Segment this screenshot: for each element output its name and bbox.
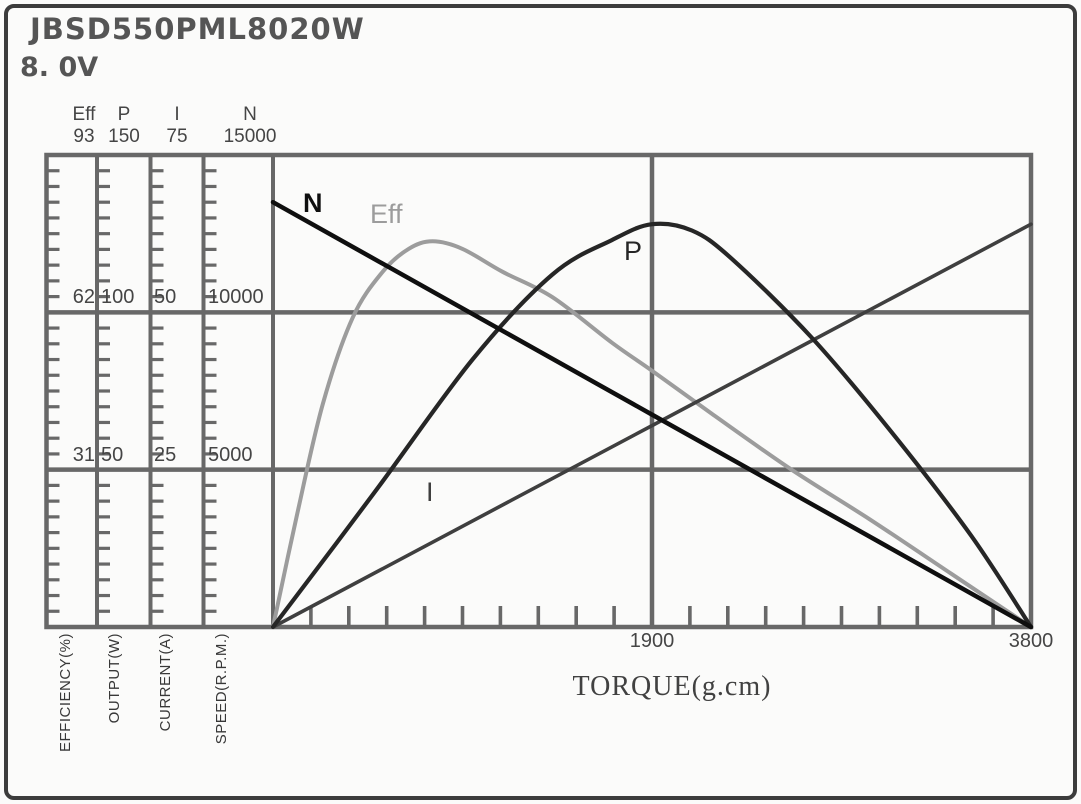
scale-header-n: N 15000 (224, 104, 277, 148)
scale-header-value: 150 (108, 126, 140, 147)
y-tick-label-i: 50 (154, 286, 177, 309)
y-tick-label-eff: 62 (72, 286, 95, 309)
scale-header-value: 75 (166, 126, 188, 147)
curve-Eff (271, 239, 1033, 629)
scale-header-p: P 150 (108, 104, 140, 148)
curve-label-P: P (624, 236, 643, 266)
x-axis-name-torque: TORQUE(g.cm) (572, 671, 772, 702)
y-axis-name-output: OUTPUT(W) (106, 633, 123, 724)
curve-I (271, 222, 1033, 629)
y-axis-name-speed: SPEED(R.P.M.) (213, 633, 230, 745)
scale-header-value: 93 (73, 126, 95, 147)
y-axis-name-efficiency: EFFICIENCY(%) (57, 633, 74, 752)
x-tick-label: 3800 (1008, 630, 1054, 652)
scale-header-name: P (117, 104, 131, 125)
x-tick-label: 1900 (629, 630, 675, 652)
y-tick-label-i: 25 (154, 443, 177, 466)
chart-frame (44, 152, 1034, 630)
y-tick-label-n: 5000 (208, 443, 253, 466)
y-tick-label-n: 10000 (208, 286, 264, 309)
curve-P (270, 221, 1034, 630)
scale-header-value: 15000 (223, 126, 277, 147)
motor-model-title: JBSD550PML8020W (30, 12, 365, 46)
y-tick-label-eff: 31 (72, 443, 95, 466)
scale-header-name: Eff (72, 104, 96, 125)
curve-label-I: I (426, 477, 434, 507)
scale-header-name: N (243, 104, 257, 125)
y-axis-name-current: CURRENT(A) (157, 633, 174, 732)
test-voltage: 8. 0V (20, 52, 99, 83)
scale-header-i: I 75 (166, 104, 187, 148)
y-tick-label-p: 50 (101, 443, 124, 466)
curve-label-Eff: Eff (370, 199, 403, 229)
curve-N (270, 199, 1034, 630)
y-tick-label-p: 100 (101, 286, 135, 309)
scale-header-eff: Eff 93 (73, 104, 96, 148)
curve-label-N: N (303, 188, 323, 218)
scale-header-name: I (174, 104, 180, 125)
